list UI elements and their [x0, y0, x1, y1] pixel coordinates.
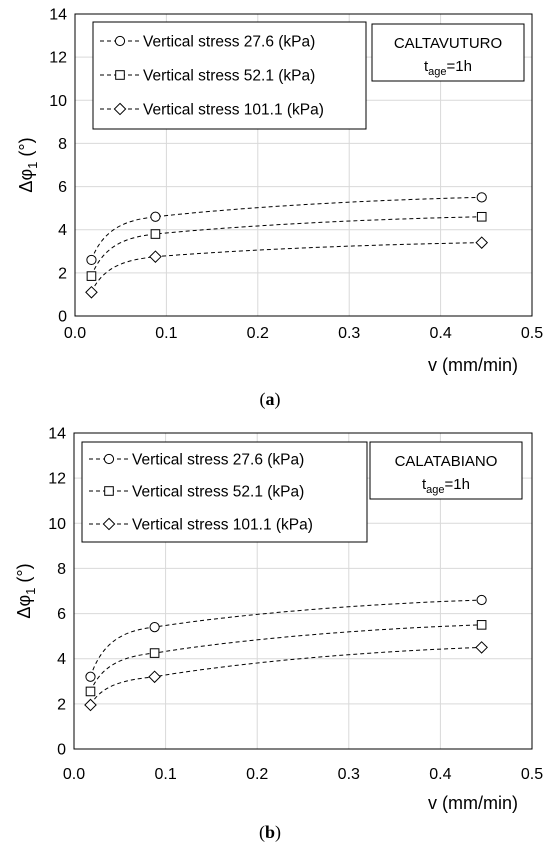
- x-tick-label: 0.1: [154, 766, 176, 783]
- data-point-series-1: [85, 671, 96, 682]
- x-tick-label: 0.4: [429, 766, 451, 783]
- legend-label: Vertical stress 52.1 (kPa): [143, 68, 315, 85]
- x-tick-label: 0.2: [246, 766, 268, 783]
- data-point-series-2: [476, 211, 487, 222]
- x-tick-label: 0.1: [155, 325, 177, 342]
- data-point-series-3: [475, 641, 488, 654]
- y-tick-label: 8: [57, 561, 66, 578]
- legend-label: Vertical stress 27.6 (kPa): [143, 34, 315, 51]
- series-markers: [85, 192, 489, 299]
- y-tick-label: 14: [48, 426, 66, 443]
- legend: Vertical stress 27.6 (kPa) Vertical stres…: [92, 21, 367, 130]
- y-tick-label: 0: [57, 742, 66, 759]
- y-axis-label: Δφ1 (°): [16, 137, 40, 192]
- site-label: CALATABIANO: [395, 453, 498, 470]
- legend-label: Vertical stress 101.1 (kPa): [143, 102, 324, 119]
- y-tick-labels: 0 2 4 6 8 10 12 14: [48, 426, 66, 759]
- legend: Vertical stress 27.6 (kPa) Vertical stres…: [81, 441, 368, 543]
- series-curve-1: [90, 599, 482, 677]
- data-point-series-1: [86, 254, 97, 266]
- x-tick-labels: 0.0 0.1 0.2 0.3 0.4 0.5: [64, 325, 543, 342]
- data-point-series-3: [475, 236, 489, 249]
- data-point-series-2: [149, 648, 160, 658]
- legend-marker: [104, 486, 114, 496]
- legend-marker: [113, 102, 127, 116]
- y-tick-label: 10: [48, 516, 66, 533]
- y-tick-label: 6: [58, 179, 67, 196]
- legend-label: Vertical stress 101.1 (kPa): [132, 517, 313, 534]
- series-curve-3: [90, 242, 482, 293]
- y-axis-label: Δφ1 (°): [14, 563, 38, 618]
- legend-entries: Vertical stress 27.6 (kPa) Vertical stres…: [89, 452, 313, 534]
- site-label: CALTAVUTURO: [394, 35, 502, 52]
- site-annotation: CALTAVUTURO tage=1h: [371, 23, 525, 82]
- x-tick-label: 0.5: [521, 766, 543, 783]
- legend-marker: [115, 70, 125, 80]
- y-tick-label: 10: [49, 93, 67, 110]
- y-tick-label: 12: [49, 50, 67, 67]
- series-curves: [90, 196, 482, 293]
- legend-marker: [102, 517, 116, 531]
- y-tick-label: 6: [57, 606, 66, 623]
- x-axis-label: v (mm/min): [428, 793, 518, 813]
- y-tick-label: 14: [49, 7, 67, 24]
- series-curve-2: [90, 624, 482, 692]
- series-curves: [90, 599, 482, 706]
- x-tick-label: 0.3: [338, 325, 360, 342]
- x-tick-label: 0.4: [429, 325, 451, 342]
- y-tick-label: 2: [57, 696, 66, 713]
- series-curve-2: [90, 216, 482, 277]
- chart-panel-b: 0 2 4 6 8 10 12 14 0.0 0.1 0.2 0.3 0.4 0.5 Δφ1 (°) v…: [14, 426, 543, 844]
- x-tick-label: 0.0: [63, 766, 85, 783]
- x-axis-label: v (mm/min): [428, 355, 518, 375]
- chart-panel-a: 0 2 4 6 8 10 12 14 0.0 0.1 0.2 0.3 0.4 0.5 Δφ1 (°) v…: [16, 7, 543, 411]
- y-tick-label: 0: [58, 309, 67, 326]
- legend-entries: Vertical stress 27.6 (kPa) Vertical stres…: [100, 34, 324, 119]
- site-annotation-box: [369, 441, 523, 500]
- legend-marker: [103, 453, 115, 465]
- legend-label: Vertical stress 52.1 (kPa): [132, 484, 304, 501]
- y-tick-label: 8: [58, 136, 67, 153]
- legend-marker: [114, 35, 126, 47]
- data-point-series-2: [86, 271, 97, 281]
- data-point-series-1: [476, 192, 487, 203]
- x-tick-label: 0.0: [64, 325, 86, 342]
- age-label: tage=1h: [424, 58, 472, 78]
- panel-caption: (a): [260, 389, 281, 410]
- site-annotation: CALATABIANO tage=1h: [369, 441, 523, 500]
- data-point-series-1: [149, 622, 160, 633]
- plot-frame: [73, 432, 533, 750]
- series-markers: [84, 594, 488, 712]
- age-label: tage=1h: [422, 476, 470, 496]
- y-tick-label: 4: [58, 222, 67, 239]
- y-tick-labels: 0 2 4 6 8 10 12 14: [49, 7, 67, 326]
- panel-caption: (b): [259, 822, 281, 843]
- site-annotation-box: [371, 23, 525, 82]
- plot-frame: [74, 13, 533, 317]
- y-tick-label: 2: [58, 265, 67, 282]
- data-point-series-2: [476, 620, 487, 630]
- data-point-series-1: [150, 211, 161, 222]
- data-point-series-3: [148, 670, 161, 684]
- x-tick-labels: 0.0 0.1 0.2 0.3 0.4 0.5: [63, 766, 543, 783]
- data-point-series-1: [476, 594, 487, 606]
- y-tick-label: 4: [57, 651, 66, 668]
- series-curve-1: [90, 196, 482, 261]
- y-tick-label: 12: [48, 471, 66, 488]
- x-tick-label: 0.3: [338, 766, 360, 783]
- x-tick-label: 0.2: [247, 325, 269, 342]
- data-point-series-3: [149, 250, 162, 263]
- legend-label: Vertical stress 27.6 (kPa): [132, 452, 304, 469]
- series-curve-3: [90, 646, 482, 706]
- data-point-series-2: [85, 686, 96, 697]
- legend-box: [81, 441, 368, 543]
- data-point-series-3: [84, 698, 97, 712]
- data-point-series-2: [150, 229, 161, 239]
- x-tick-label: 0.5: [521, 325, 543, 342]
- data-point-series-3: [85, 285, 98, 299]
